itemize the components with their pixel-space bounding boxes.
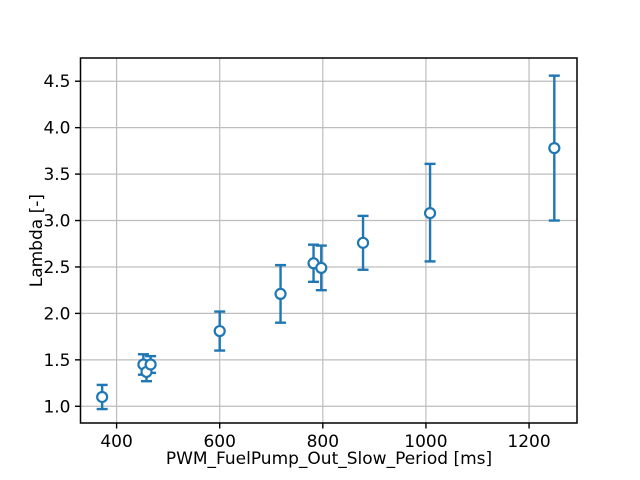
y-tick-label: 2.0 — [43, 304, 70, 324]
y-tick-label: 4.5 — [43, 72, 70, 92]
data-point-marker — [274, 287, 287, 301]
y-tick-label: 3.0 — [43, 212, 70, 232]
plot-border — [79, 57, 578, 424]
y-axis-title-container: Lambda [-] — [27, 58, 47, 423]
y-tick-label: 1.5 — [43, 351, 70, 371]
data-point-marker — [423, 207, 437, 220]
data-point-marker — [144, 358, 157, 371]
data-point-marker — [213, 324, 226, 338]
x-tick-label: 1200 — [507, 432, 550, 452]
y-tick-label: 2.5 — [43, 258, 70, 278]
y-tick-label: 1.0 — [43, 397, 70, 417]
y-axis-title: Lambda [-] — [27, 193, 47, 288]
data-point-marker — [356, 236, 370, 249]
data-point-marker — [96, 390, 109, 404]
data-point-marker — [548, 141, 561, 155]
data-point-marker — [315, 261, 328, 274]
y-tick-label: 4.0 — [43, 119, 70, 139]
x-axis-title: PWM_FuelPump_Out_Slow_Period [ms] — [165, 449, 493, 469]
x-tick-label: 600 — [203, 432, 235, 452]
x-tick-label: 800 — [307, 432, 339, 452]
x-tick-label: 400 — [100, 432, 132, 452]
y-tick-label: 3.5 — [43, 165, 70, 185]
x-tick-label: 1000 — [404, 432, 447, 452]
